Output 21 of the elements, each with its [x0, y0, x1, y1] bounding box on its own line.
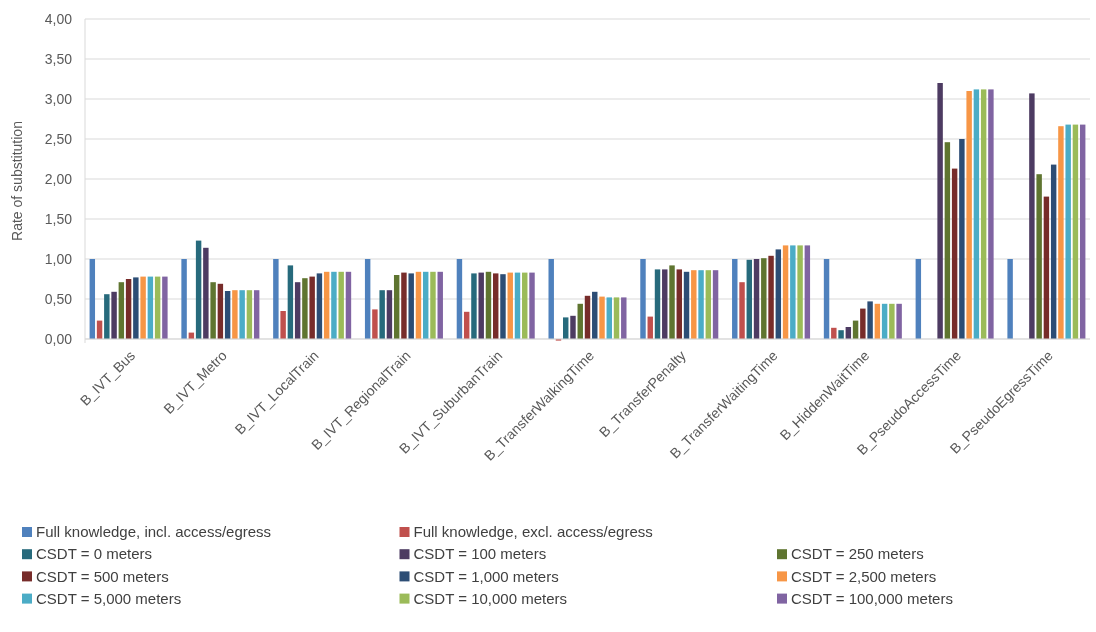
y-tick-label: 0,00: [44, 330, 73, 347]
legend-label: CSDT = 5,000 meters: [36, 589, 182, 607]
legend-label: Full knowledge, incl. access/egress: [36, 523, 272, 541]
legend-label: CSDT = 0 meters: [36, 545, 153, 563]
legend-label: CSDT = 250 meters: [791, 545, 924, 563]
y-tick-label: 3,50: [44, 50, 73, 67]
y-tick-label: 3,00: [44, 90, 73, 107]
y-tick-label: 0,50: [44, 290, 73, 307]
legend-label: CSDT = 500 meters: [36, 567, 169, 585]
y-tick-label: 2,00: [44, 170, 73, 187]
legend-label: CSDT = 100,000 meters: [791, 589, 953, 607]
y-tick-label: 4,00: [44, 10, 73, 27]
y-tick-label: 1,50: [44, 210, 73, 227]
legend-label: CSDT = 1,000 meters: [413, 567, 559, 585]
legend-label: CSDT = 100 meters: [413, 545, 547, 563]
legend-label: Full knowledge, excl. access/egress: [413, 523, 653, 541]
y-tick-label: 1,00: [44, 250, 73, 267]
y-tick-label: 2,50: [44, 130, 73, 147]
legend-label: CSDT = 2,500 meters: [791, 567, 937, 585]
legend-label: CSDT = 10,000 meters: [413, 589, 568, 607]
y-axis-title: Rate of substitution: [9, 121, 25, 241]
